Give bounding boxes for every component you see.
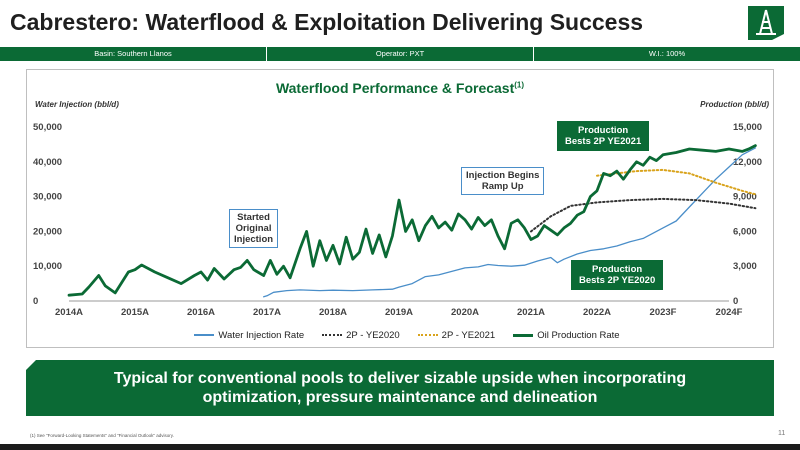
series-line-oil-production-rate [67, 144, 757, 297]
legend-swatch [194, 334, 215, 336]
chart-title-text: Waterflood Performance & Forecast [275, 80, 515, 96]
x-tick-label: 2014A [55, 307, 83, 318]
operator-label: Operator: PXT [267, 47, 534, 61]
y-right-tick-label: 15,000 [733, 122, 762, 133]
annotation-line: Bests 2P YE2020 [579, 275, 656, 286]
series-line-2p-ye2020 [530, 197, 757, 233]
series-line-water-injection-rate [263, 147, 757, 298]
footer-bar [0, 444, 800, 450]
annotation-line: Production [592, 264, 643, 275]
footnote: (1) See "Forward-Looking Statements" and… [30, 433, 174, 438]
annotation-line: Bests 2P YE2021 [565, 136, 642, 147]
x-tick-label: 2020A [451, 307, 479, 318]
y-left-tick-label: 20,000 [33, 226, 62, 237]
y-right-tick-label: 0 [733, 296, 738, 307]
y-left-tick-label: 50,000 [33, 122, 62, 133]
page-title: Cabrestero: Waterflood & Exploitation De… [10, 9, 644, 35]
x-tick-label: 2019A [385, 307, 413, 318]
x-tick-label: 2017A [253, 307, 281, 318]
chart-panel: Waterflood Performance & Forecast(1) Wat… [26, 69, 774, 348]
legend-swatch [322, 334, 343, 336]
x-tick-label: 2015A [121, 307, 149, 318]
series-lines [67, 144, 757, 298]
y-left-tick-label: 0 [33, 296, 38, 307]
y-right-tick-label: 9,000 [733, 192, 757, 203]
annotation-bests-ye2021: Production Bests 2P YE2021 [557, 121, 650, 151]
banner-line: Typical for conventional pools to delive… [113, 370, 687, 387]
annotation-line: Original [235, 223, 272, 234]
chart-legend: Water Injection Rate 2P - YE2020 2P - YE… [167, 328, 647, 342]
x-tick-label: 2022A [583, 307, 611, 318]
legend-swatch [513, 333, 534, 337]
x-tick-label: 2024F [716, 307, 743, 318]
chart-title: Waterflood Performance & Forecast(1) [27, 80, 773, 96]
legend-label: Water Injection Rate [218, 329, 305, 341]
y-left-tick-label: 30,000 [33, 192, 62, 203]
legend-swatch [417, 334, 438, 336]
basin-label: Basin: Southern Llanos [0, 47, 267, 61]
series-line-2p-ye2021 [596, 168, 757, 196]
y-left-tick-label: 10,000 [33, 261, 62, 272]
annotation-line: Injection [234, 234, 274, 245]
banner-line: optimization, pressure maintenance and d… [202, 389, 598, 406]
chart-plot: Water Injection (bbl/d) Production (bbl/… [33, 100, 769, 318]
legend-item-2p-ye2021: 2P - YE2021 [417, 328, 496, 342]
x-tick-label: 2016A [187, 307, 215, 318]
y-right-tick-label: 12,000 [733, 157, 762, 168]
header: Cabrestero: Waterflood & Exploitation De… [0, 0, 800, 46]
y-right-tick-label: 6,000 [733, 226, 757, 237]
axis-ticks: 0 10,000 20,000 30,000 40,000 50,000 0 3,000 6,0… [33, 122, 762, 318]
legend-item-2p-ye2020: 2P - YE2020 [322, 328, 400, 342]
y-left-tick-label: 40,000 [33, 157, 62, 168]
annotation-line: Injection Begins [466, 170, 540, 181]
page-number: 11 [778, 430, 786, 437]
y-left-axis-label: Water Injection (bbl/d) [35, 100, 119, 109]
annotation-injection-ramp-up: Injection Begins Ramp Up [461, 167, 545, 195]
annotation-line: Started [237, 212, 270, 223]
legend-item-water-injection: Water Injection Rate [194, 328, 304, 342]
x-tick-label: 2023F [650, 307, 677, 318]
annotation-line: Ramp Up [481, 181, 524, 192]
working-interest-label: W.I.: 100% [648, 49, 686, 58]
legend-label: 2P - YE2021 [441, 329, 496, 341]
annotation-line: Production [578, 125, 629, 136]
y-right-axis-label: Production (bbl/d) [700, 100, 769, 109]
key-takeaway-banner: Typical for conventional pools to delive… [26, 360, 774, 416]
annotation-started-injection: Started Original Injection [229, 209, 279, 248]
legend-item-oil-production: Oil Production Rate [513, 328, 620, 342]
banner-corner-decoration [26, 360, 36, 370]
company-logo-icon [748, 6, 784, 40]
x-tick-label: 2021A [517, 307, 545, 318]
chart-title-footnote-mark: (1) [514, 80, 525, 90]
annotation-bests-ye2020: Production Bests 2P YE2020 [571, 260, 664, 290]
asset-info-bar: Basin: Southern Llanos Operator: PXT W.I… [0, 47, 800, 61]
y-right-tick-label: 3,000 [733, 261, 757, 272]
x-tick-label: 2018A [319, 307, 347, 318]
legend-label: Oil Production Rate [537, 329, 620, 341]
legend-label: 2P - YE2020 [346, 329, 400, 341]
